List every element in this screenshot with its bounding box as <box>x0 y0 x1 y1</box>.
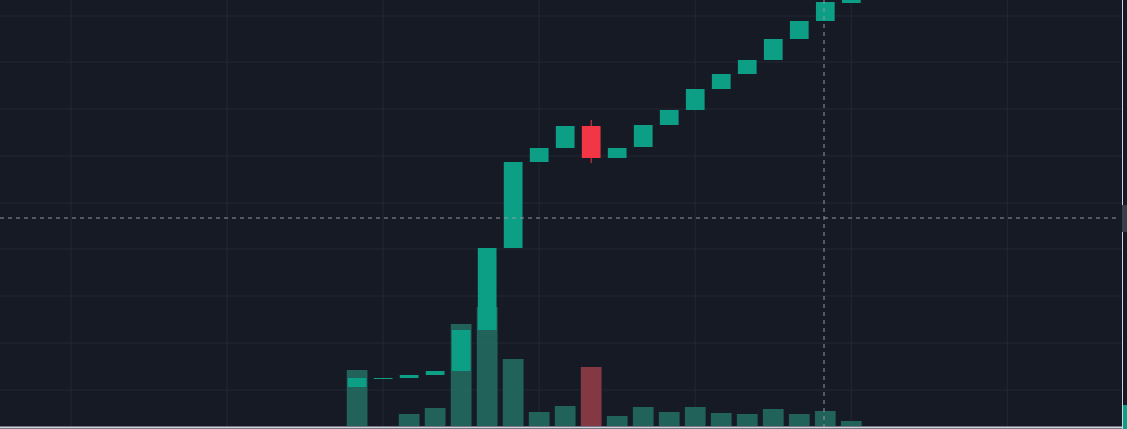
volume-bar <box>762 409 784 426</box>
candle-body <box>659 110 679 125</box>
candle-body <box>711 74 731 89</box>
candle-body <box>347 378 367 387</box>
candle-body <box>607 148 627 158</box>
volume-bar <box>840 421 862 426</box>
volume-bar <box>684 407 706 426</box>
candle-body <box>815 2 835 21</box>
candle-body <box>763 39 783 60</box>
candle-body <box>581 126 601 158</box>
candle-body <box>529 148 549 162</box>
crosshair-price-marker <box>1122 205 1127 232</box>
candle-body <box>425 371 445 375</box>
volume-bar <box>736 414 758 426</box>
candle-body <box>503 162 523 248</box>
candle-body <box>685 89 705 110</box>
last-price-marker <box>1123 405 1127 429</box>
volume-bar <box>814 411 836 426</box>
candle-body <box>373 378 393 379</box>
volume-bar <box>710 413 732 426</box>
candle-body <box>555 126 575 148</box>
volume-bar <box>632 407 654 426</box>
candle-body <box>399 375 419 378</box>
candle-body <box>737 60 757 74</box>
volume-bar <box>502 359 524 426</box>
volume-bar <box>788 414 810 426</box>
volume-bar <box>658 412 680 426</box>
candle-body <box>477 248 497 330</box>
volume-bar <box>476 307 498 426</box>
volume-bar <box>398 414 420 426</box>
candle-body <box>789 21 809 39</box>
volume-bar <box>528 412 550 426</box>
volume-bar <box>424 408 446 426</box>
candle-body <box>633 125 653 147</box>
candle-body <box>841 0 861 3</box>
volume-bar <box>580 367 602 426</box>
candle-body <box>451 330 471 371</box>
volume-bar <box>606 416 628 426</box>
volume-bars <box>346 307 862 426</box>
volume-bar <box>554 406 576 426</box>
candles <box>347 0 861 387</box>
